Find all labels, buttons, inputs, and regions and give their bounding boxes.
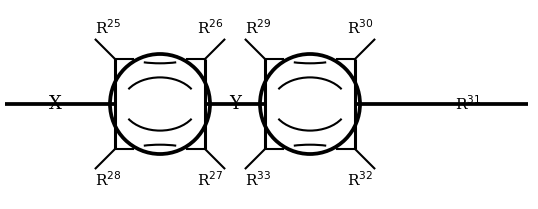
Text: R$^{32}$: R$^{32}$	[347, 171, 373, 189]
Text: R$^{29}$: R$^{29}$	[245, 19, 271, 37]
Text: X: X	[48, 95, 61, 113]
Text: R$^{28}$: R$^{28}$	[95, 171, 121, 189]
Text: R$^{27}$: R$^{27}$	[197, 171, 223, 189]
Text: R$^{30}$: R$^{30}$	[346, 19, 373, 37]
Text: Y: Y	[229, 95, 241, 113]
Text: R$^{25}$: R$^{25}$	[95, 19, 121, 37]
Text: R$^{33}$: R$^{33}$	[245, 171, 271, 189]
Text: R$^{31}$: R$^{31}$	[455, 95, 481, 113]
Text: R$^{26}$: R$^{26}$	[197, 19, 223, 37]
